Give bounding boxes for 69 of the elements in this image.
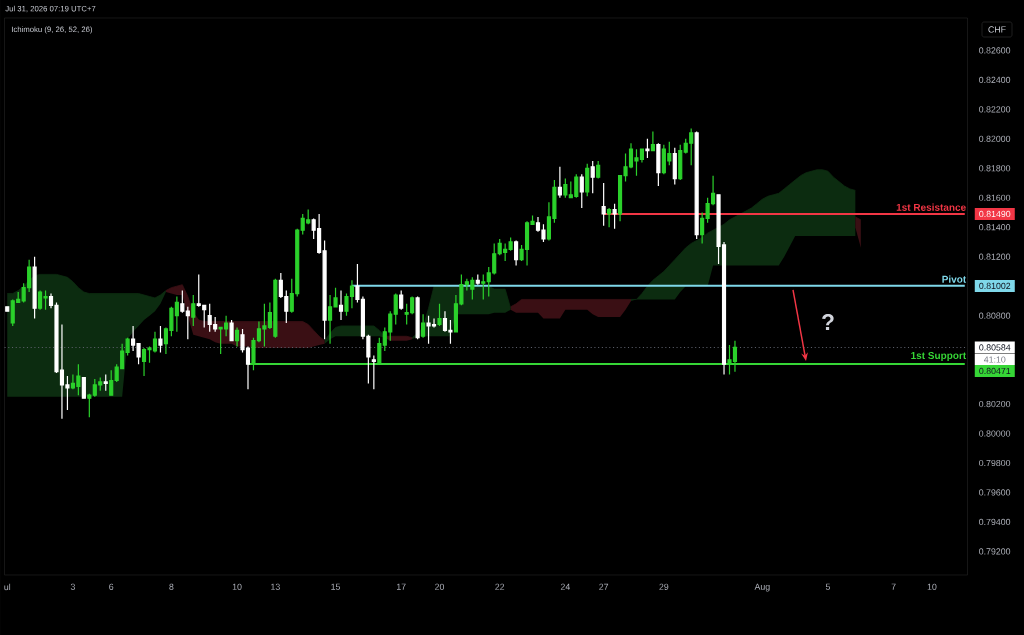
candlestick [475,273,480,286]
candlestick [109,369,114,396]
y-tick-label: 0.82600 [979,47,1011,54]
candlestick [590,160,595,194]
y-tick-label: 0.81400 [979,224,1011,231]
x-tick-label: 13 [271,583,280,590]
candlestick [514,239,519,267]
x-tick-label: 15 [331,583,341,590]
annotation: ? [822,314,834,330]
candlestick [508,236,513,252]
text: 41:10 [983,356,1006,363]
x-tick-label: Aug [754,583,770,592]
legend-label: 1st Resistance [896,203,966,211]
y-tick-label: 0.80800 [979,312,1011,319]
y-tick-label: 0.82200 [979,106,1011,113]
data-label: 0.80471 [979,367,1011,375]
candlestick [103,373,108,392]
x-tick-label: 10 [232,583,242,590]
legend-label: Pivot [942,275,967,283]
y-tick-label: 0.79600 [979,489,1011,496]
candlestick [185,306,190,340]
candlestick [579,173,584,209]
x-tick-label: 22 [495,583,505,590]
candlestick [234,326,240,348]
candlestick [612,203,617,230]
data-label: 0.81002 [979,282,1011,289]
candlestick [557,166,562,199]
data-label: 0.81490 [979,210,1011,218]
x-tick-label: 10 [927,583,937,590]
x-tick-label: 3 [70,583,75,590]
candlestick [229,319,234,342]
y-tick-label: 0.82000 [979,135,1011,142]
series-label: 1st Support [911,351,967,362]
y-tick-label: 0.81800 [979,165,1011,172]
candlestick [371,354,376,390]
ref-line-label: 0.80584 [979,344,1011,351]
y-axis-title: CHF [988,26,1006,33]
candlestick [607,207,612,228]
x-tick-label: 24 [560,583,570,590]
candlestick [645,138,650,159]
x-tick-label: 29 [659,583,669,590]
y-tick-label: 0.81200 [979,253,1011,260]
candlestick [563,178,568,199]
candlestick [601,182,606,227]
y-tick-label: 0.82400 [979,76,1011,83]
candlestick [338,289,344,321]
x-tick-label: 7 [891,583,896,590]
y-tick-label: 0.79400 [979,518,1011,526]
y-tick-label: 0.80000 [979,430,1011,437]
candlestick [158,325,163,354]
candlestick [5,306,10,312]
y-tick-label: 0.80200 [979,400,1011,408]
candlestick [596,160,601,180]
x-tick-label: 6 [109,583,114,590]
candlestick [399,289,404,311]
x-tick-label: 17 [396,583,406,590]
y-tick-label: 0.79800 [979,459,1011,467]
x-tick-label: ul [4,583,11,591]
y-tick-label: 0.81600 [979,194,1011,201]
x-tick-label: 8 [169,583,174,590]
x-tick-label: 5 [825,583,831,590]
candlestick [87,393,92,418]
candlestick [180,289,185,314]
x-tick-label: 27 [599,583,609,590]
y-tick-label: 0.79200 [979,548,1011,555]
x-tick-label: 20 [435,583,445,590]
candlestick [191,294,196,327]
candlestick [393,292,398,326]
candlestick [650,130,655,152]
